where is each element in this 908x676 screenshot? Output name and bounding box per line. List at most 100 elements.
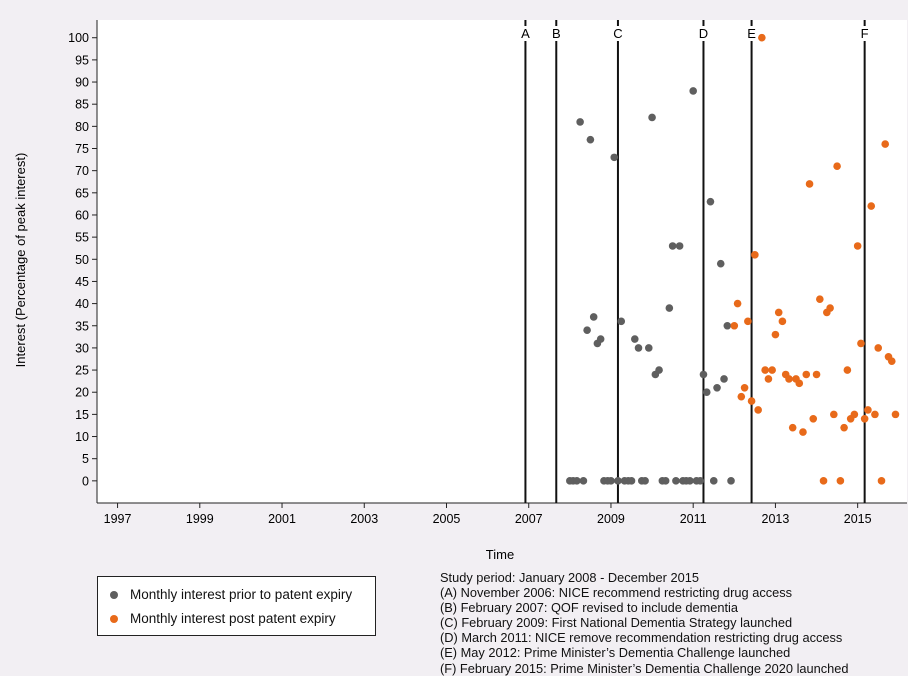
y-tick-label: 35 xyxy=(75,319,89,333)
event-label-bg xyxy=(697,26,710,41)
data-point xyxy=(696,477,704,485)
y-tick-label: 30 xyxy=(75,341,89,355)
event-label: E xyxy=(747,26,756,41)
legend-marker-prior xyxy=(110,590,118,599)
data-point xyxy=(788,423,797,432)
data-point xyxy=(576,118,584,126)
data-point xyxy=(596,335,605,343)
data-point xyxy=(617,317,626,326)
event-label: F xyxy=(861,26,869,41)
y-tick-label: 60 xyxy=(75,208,89,222)
data-point xyxy=(887,357,896,366)
event-label-bg xyxy=(519,26,532,41)
data-point xyxy=(771,330,780,339)
data-point xyxy=(744,317,752,326)
data-point xyxy=(864,406,872,414)
data-point xyxy=(706,197,715,206)
x-tick-label: 1999 xyxy=(186,512,214,526)
data-point xyxy=(881,140,890,148)
y-tick-label: 55 xyxy=(75,231,89,245)
data-point xyxy=(699,370,708,379)
event-label-bg xyxy=(858,26,871,41)
data-point xyxy=(843,366,852,374)
data-point xyxy=(764,375,773,383)
y-tick-label: 40 xyxy=(75,297,89,311)
data-point xyxy=(737,392,746,401)
x-tick-label: 2015 xyxy=(844,512,872,526)
data-point xyxy=(805,180,814,188)
y-tick-label: 65 xyxy=(75,186,89,200)
x-axis-label: Time xyxy=(486,547,514,562)
chart-notes: Study period: January 2008 - December 20… xyxy=(440,570,849,676)
note-e: (E) May 2012: Prime Minister’s Dementia … xyxy=(440,645,791,661)
x-axis-ticks: 1997 1999 2001 2003 2005 2007 2009 2011 2013 2015 xyxy=(104,503,872,526)
data-point xyxy=(874,344,883,352)
data-point xyxy=(795,379,804,388)
data-point xyxy=(716,259,725,268)
legend-label-prior: Monthly interest prior to patent expiry xyxy=(130,587,353,602)
data-point xyxy=(720,375,728,383)
data-point xyxy=(730,321,739,330)
data-point xyxy=(607,477,615,485)
data-point xyxy=(661,477,670,485)
data-point xyxy=(648,113,656,122)
data-point xyxy=(778,317,787,326)
data-point xyxy=(833,162,841,171)
legend: Monthly interest prior to patent expiry … xyxy=(97,576,376,636)
data-point xyxy=(768,366,776,374)
note-a: (A) November 2006: NICE recommend restri… xyxy=(440,585,793,601)
y-tick-label: 50 xyxy=(75,253,89,267)
note-study-period: Study period: January 2008 - December 20… xyxy=(440,570,699,585)
data-point xyxy=(573,477,581,485)
data-point xyxy=(799,428,807,436)
y-tick-label: 10 xyxy=(75,430,89,444)
event-label: D xyxy=(699,26,708,41)
legend-label-post: Monthly interest post patent expiry xyxy=(130,611,336,626)
data-point xyxy=(713,383,721,392)
data-point xyxy=(668,242,677,250)
data-point xyxy=(740,383,749,392)
event-label-bg xyxy=(611,26,624,41)
y-tick-label: 90 xyxy=(75,76,89,90)
data-point xyxy=(857,339,865,348)
y-tick-label: 5 xyxy=(82,452,89,466)
data-point xyxy=(809,415,818,423)
x-tick-label: 2001 xyxy=(268,512,296,526)
x-tick-label: 2013 xyxy=(762,512,790,526)
data-point xyxy=(727,477,735,485)
event-lines: A B C D E F xyxy=(519,20,871,503)
y-axis-label: Interest (Percentage of peak interest) xyxy=(13,153,28,368)
y-tick-label: 80 xyxy=(75,120,89,134)
data-point xyxy=(761,366,769,374)
event-label-bg xyxy=(550,26,563,41)
data-point xyxy=(751,251,759,259)
note-f: (F) February 2015: Prime Minister’s Deme… xyxy=(440,660,849,676)
data-point xyxy=(655,366,663,374)
data-point xyxy=(774,308,783,317)
data-point xyxy=(816,295,824,303)
note-b: (B) February 2007: QOF revised to includ… xyxy=(440,600,739,616)
data-point xyxy=(836,477,845,485)
data-point xyxy=(579,477,588,485)
data-point xyxy=(747,397,756,405)
y-tick-label: 95 xyxy=(75,53,89,67)
y-axis-ticks: 0 5 10 15 20 25 30 35 40 45 50 55 60 65 70 75 80 85 90 95 10… xyxy=(68,31,97,488)
data-point xyxy=(840,423,848,432)
data-point xyxy=(614,477,622,485)
x-tick-label: 2003 xyxy=(350,512,378,526)
data-point xyxy=(641,477,649,485)
data-point xyxy=(644,344,653,352)
y-tick-label: 75 xyxy=(75,142,89,156)
y-tick-label: 15 xyxy=(75,408,89,422)
data-point xyxy=(723,321,732,330)
y-tick-label: 0 xyxy=(82,474,89,488)
data-point xyxy=(665,304,674,312)
data-point xyxy=(686,477,694,485)
data-point xyxy=(758,33,766,42)
legend-marker-post xyxy=(110,614,118,623)
data-point xyxy=(754,406,762,414)
event-label: B xyxy=(552,26,561,41)
data-point xyxy=(627,477,636,485)
event-label: C xyxy=(613,26,622,41)
data-point xyxy=(877,477,886,485)
